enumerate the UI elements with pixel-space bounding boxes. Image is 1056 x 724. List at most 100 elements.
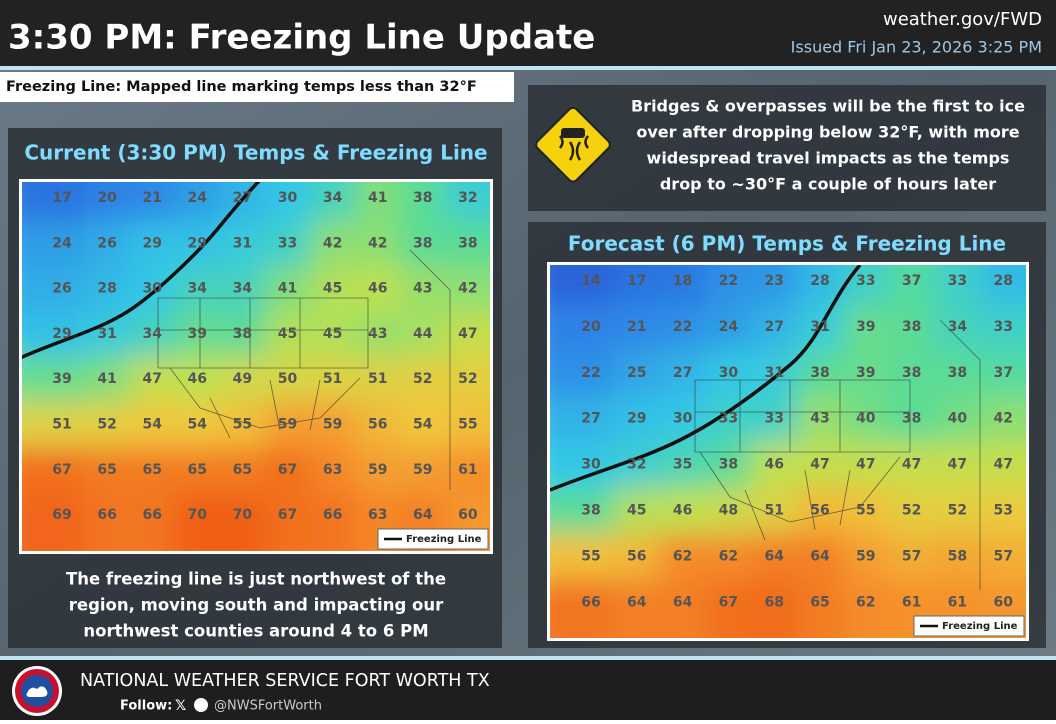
temp-cell (550, 395, 615, 443)
temp-label: 69 (52, 507, 71, 523)
temp-cell (842, 349, 890, 397)
temp-cell (550, 533, 615, 581)
temp-cell (310, 220, 357, 267)
temp-label: 43 (810, 411, 829, 427)
temp-cell (888, 441, 936, 489)
temp-cell (22, 356, 86, 403)
temp-cell (22, 492, 86, 551)
temp-label: 52 (97, 417, 116, 433)
temp-label: 18 (673, 273, 692, 289)
temp-label: 34 (233, 281, 253, 297)
temp-label: 70 (233, 507, 253, 523)
temp-label: 33 (764, 411, 783, 427)
temp-label: 38 (719, 457, 738, 473)
temp-label: 47 (948, 457, 967, 473)
temp-label: 30 (278, 190, 298, 206)
temp-cell (797, 349, 844, 397)
temp-label: 54 (413, 417, 433, 433)
temp-cell (84, 311, 131, 358)
temp-cell (888, 265, 936, 305)
temp-label: 45 (278, 326, 297, 342)
temp-cell (264, 265, 312, 313)
temp-label: 47 (902, 457, 921, 473)
county-lines (694, 319, 981, 590)
caption-line: northwest counties around 4 to 6 PM (83, 622, 428, 641)
temp-cell (751, 303, 799, 351)
temp-cell (22, 401, 86, 449)
temp-cell (355, 401, 402, 449)
temp-cell (705, 533, 753, 581)
temp-cell (659, 441, 707, 489)
temp-cell (797, 533, 844, 581)
temp-label: 67 (719, 594, 738, 610)
temp-cell (174, 220, 221, 267)
temp-label: 60 (458, 507, 478, 523)
temp-label: 31 (97, 326, 116, 342)
temp-label: 27 (233, 190, 252, 206)
temp-cell (129, 182, 176, 222)
temp-label: 33 (993, 319, 1012, 335)
freezing-line (22, 182, 261, 360)
temp-label: 60 (993, 594, 1013, 610)
current-map: 17 20 21 24 27 30 34 41 38 32 24 26 29 29 31 33 42 42 38 38… (22, 182, 490, 551)
temp-label: 49 (233, 371, 252, 387)
temp-cell (174, 447, 221, 494)
temp-label: 65 (233, 462, 252, 478)
temp-label: 34 (323, 190, 343, 206)
temp-label: 47 (142, 371, 161, 387)
temp-field (22, 182, 490, 551)
temp-label: 38 (902, 319, 921, 335)
temp-cell (705, 303, 753, 351)
temp-cell (751, 265, 799, 305)
advisory-panel (528, 85, 1046, 211)
temp-label: 42 (368, 235, 387, 251)
temp-field (550, 265, 1026, 638)
temp-cell (934, 533, 982, 581)
temp-label: 35 (673, 457, 692, 473)
temp-cell (400, 311, 447, 358)
temp-label: 42 (323, 235, 342, 251)
temp-cell (842, 265, 890, 305)
temp-label: 29 (188, 235, 207, 251)
temp-label: 67 (278, 507, 297, 523)
temp-cell (842, 579, 890, 638)
temp-cell (445, 311, 490, 358)
temp-label: 62 (719, 548, 738, 564)
temp-cell (550, 265, 615, 305)
temp-cell (980, 349, 1026, 397)
temp-label: 24 (52, 235, 72, 251)
temp-label: 38 (458, 235, 477, 251)
temp-label: 61 (948, 594, 967, 610)
temp-label: 51 (764, 503, 783, 519)
temp-label: 70 (188, 507, 208, 523)
temp-label: 59 (278, 417, 297, 433)
temp-cell (129, 492, 176, 551)
temp-label: 33 (856, 273, 875, 289)
advisory-line: Bridges & overpasses will be the first t… (631, 97, 1025, 116)
legend-label: Freezing Line (406, 534, 482, 545)
temp-label: 56 (810, 503, 829, 519)
temp-label: 52 (413, 371, 432, 387)
temp-cell (219, 356, 266, 403)
legend-box (913, 615, 1025, 637)
temp-label: 54 (142, 417, 162, 433)
temp-cell (22, 182, 86, 222)
temp-label: 51 (368, 371, 387, 387)
temp-label: 65 (188, 462, 207, 478)
temp-cell (550, 487, 615, 535)
temp-label: 68 (764, 594, 783, 610)
temp-label: 48 (719, 503, 738, 519)
temp-cell (84, 265, 131, 313)
temp-label: 56 (627, 548, 646, 564)
temp-label: 40 (948, 411, 968, 427)
temp-cell (310, 447, 357, 494)
temp-label: 26 (97, 235, 116, 251)
temp-cell (980, 395, 1026, 443)
temp-label: 46 (368, 281, 387, 297)
temp-cell (310, 311, 357, 358)
temp-label: 41 (97, 371, 116, 387)
temp-label: 66 (581, 594, 600, 610)
temp-label: 57 (993, 548, 1012, 564)
temp-cell (980, 487, 1026, 535)
